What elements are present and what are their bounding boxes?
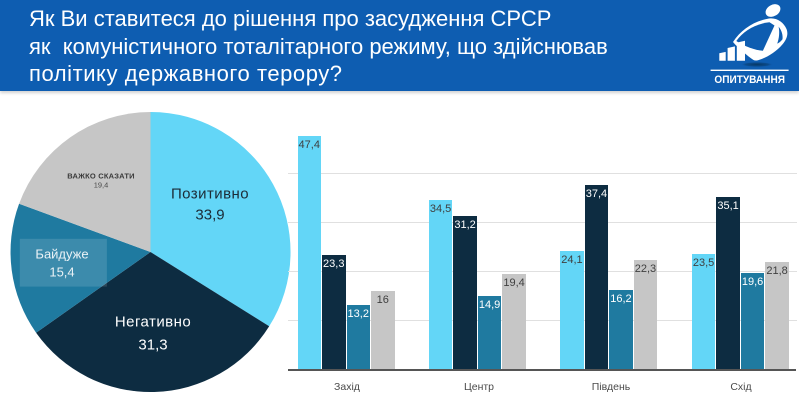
svg-text:ОПИТУВАННЯ: ОПИТУВАННЯ — [714, 74, 785, 86]
